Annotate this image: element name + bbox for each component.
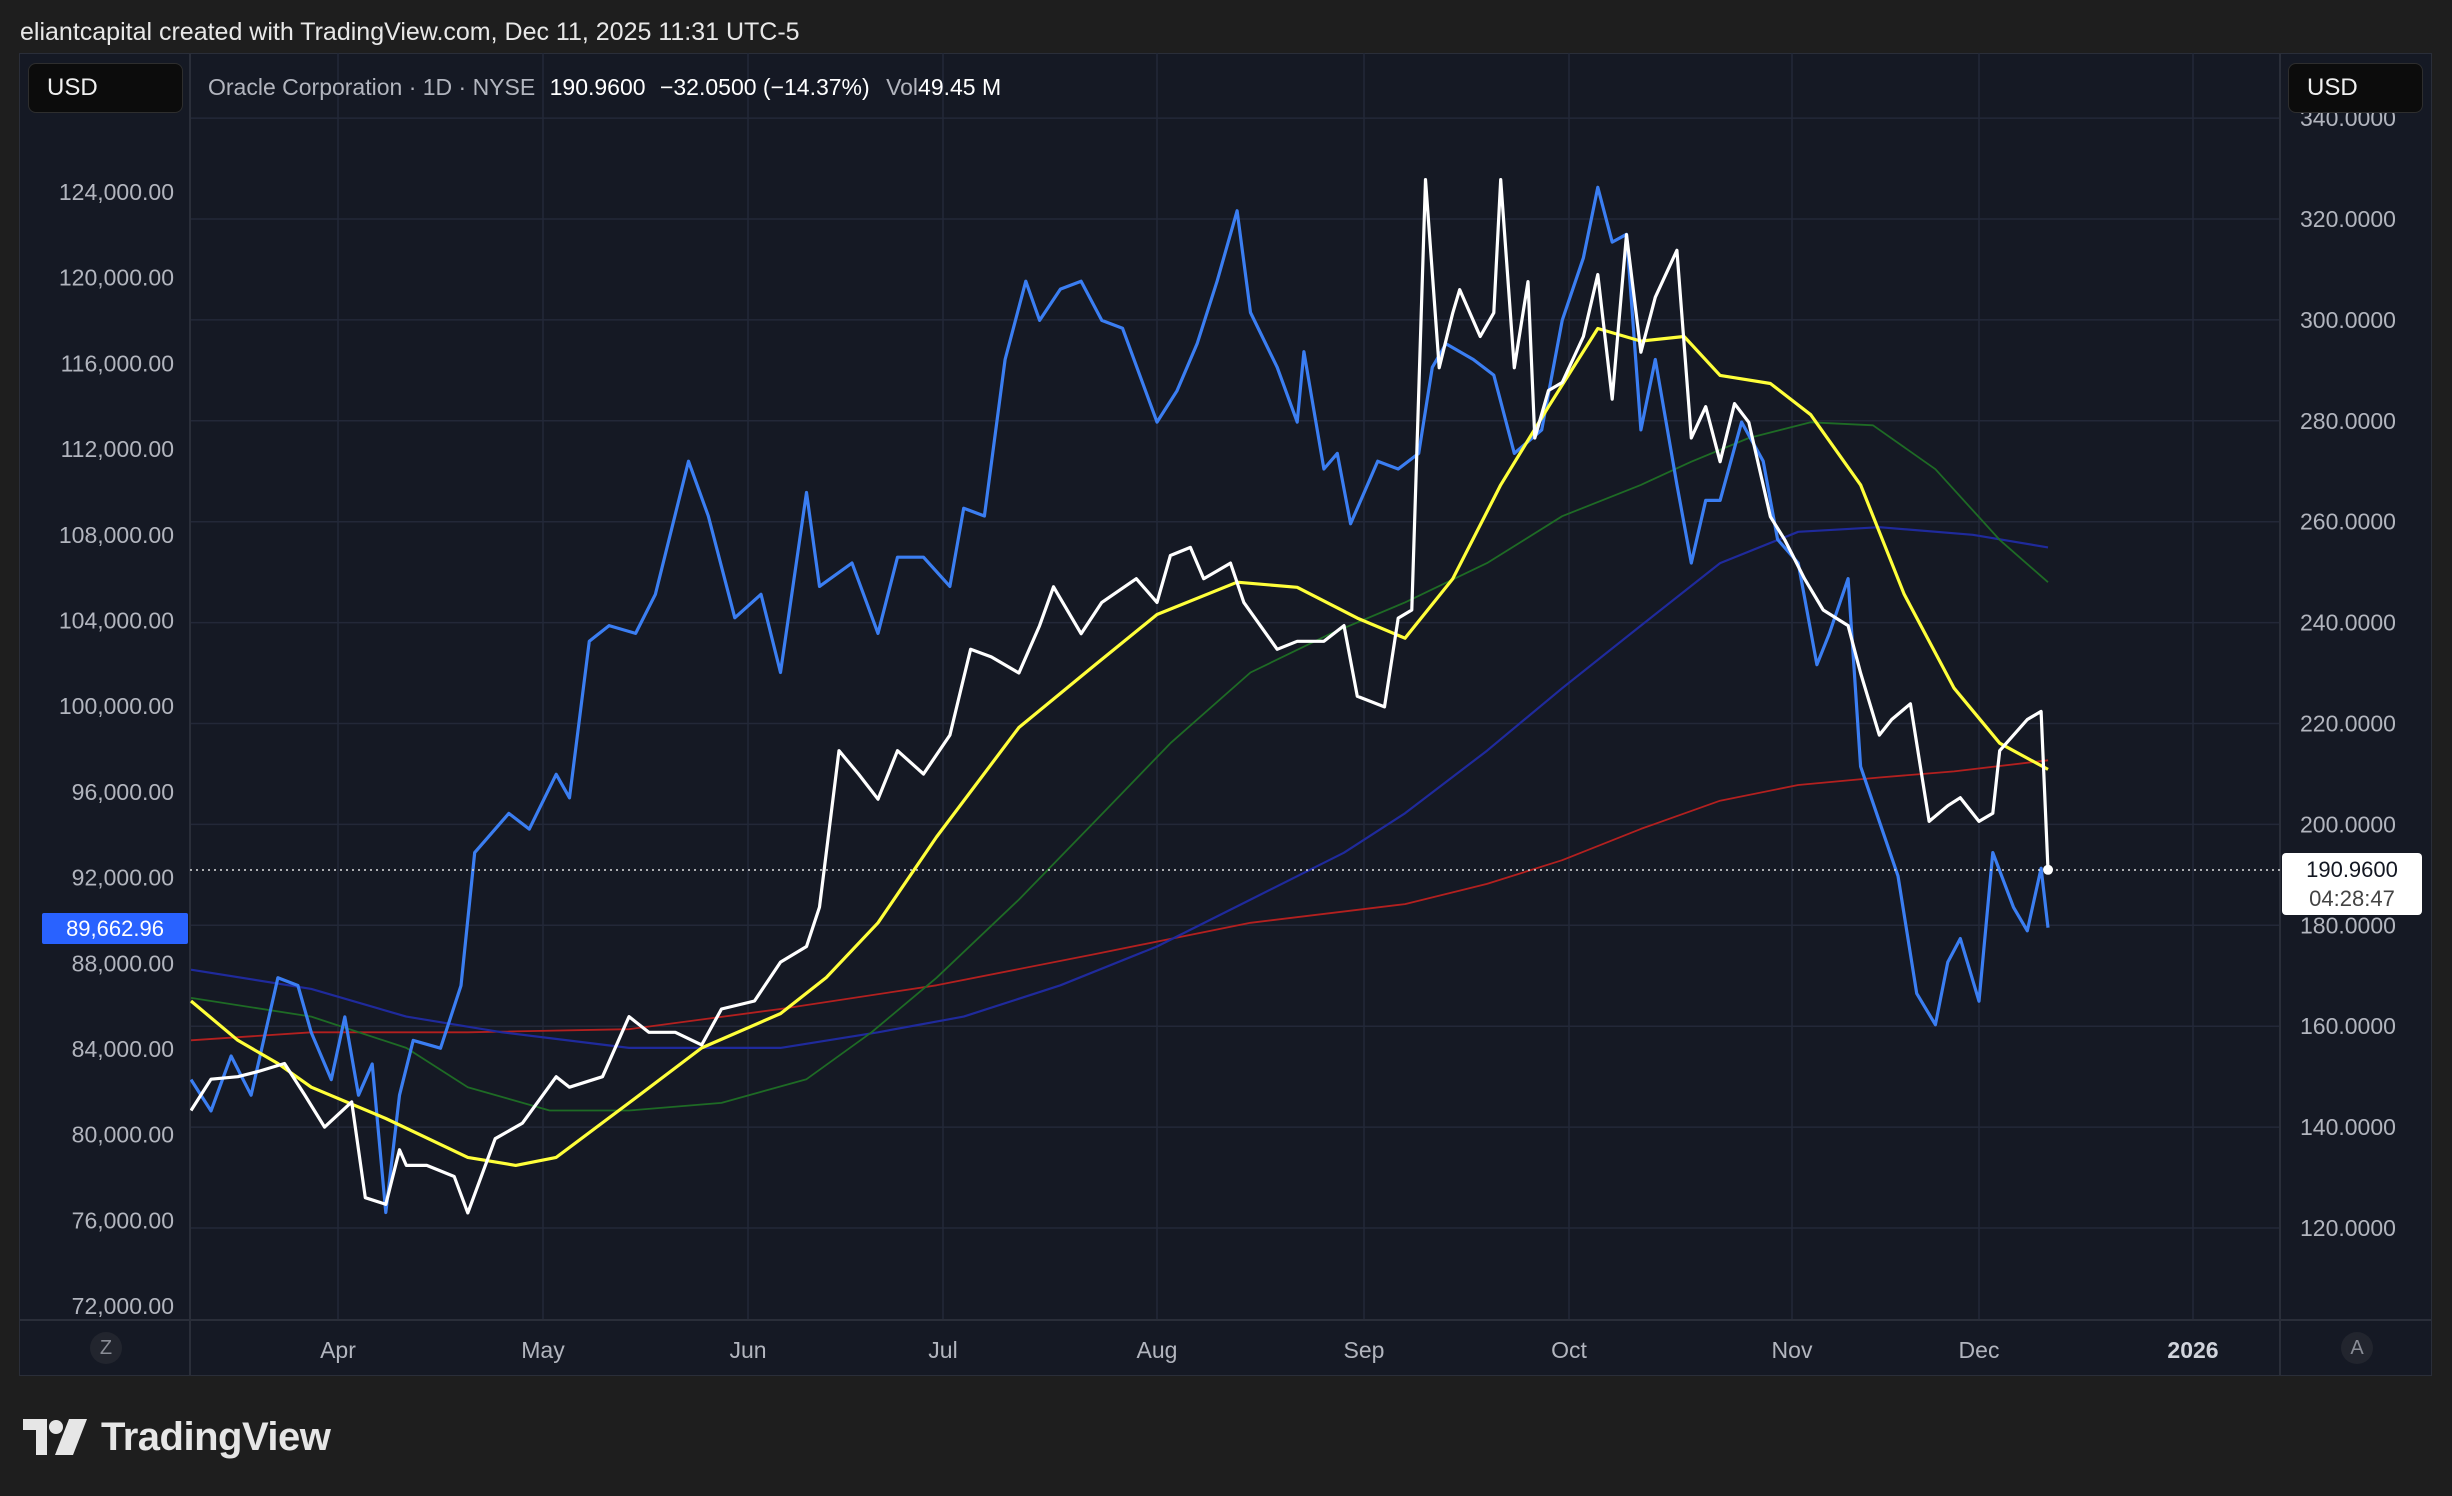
right-axis-tick-label: 180.0000 bbox=[2300, 912, 2396, 938]
right-axis-tick-label: 320.0000 bbox=[2300, 206, 2396, 232]
right-axis-tick-label: 240.0000 bbox=[2300, 610, 2396, 636]
time-axis[interactable]: Apr May Jun Jul Aug Sep Oct Nov Dec 2026 bbox=[320, 1337, 2218, 1363]
navy-ma-line bbox=[190, 526, 2049, 1049]
left-currency-button[interactable]: USD bbox=[28, 63, 183, 113]
blue-series-line bbox=[190, 185, 2050, 1215]
series-group bbox=[190, 178, 2050, 1215]
right-last-value-label: 190.9600 04:28:47 bbox=[2282, 853, 2422, 915]
time-axis-tick-label: May bbox=[521, 1337, 565, 1363]
last-price: 190.9600 bbox=[549, 74, 646, 100]
log-scale-toggle-left[interactable]: Z bbox=[90, 1332, 122, 1364]
right-axis-tick-label: 140.0000 bbox=[2300, 1114, 2396, 1140]
time-axis-tick-label: Aug bbox=[1137, 1337, 1178, 1363]
time-axis-tick-label: Apr bbox=[320, 1337, 356, 1363]
left-axis-tick-label: 100,000.00 bbox=[59, 693, 174, 719]
left-axis-tick-label: 124,000.00 bbox=[59, 179, 174, 205]
right-axis-tick-label: 160.0000 bbox=[2300, 1013, 2396, 1039]
left-axis-tick-label: 112,000.00 bbox=[61, 436, 174, 462]
volume-value: 49.45 M bbox=[918, 74, 1002, 100]
left-axis-tick-label: 92,000.00 bbox=[72, 865, 174, 891]
right-currency-button[interactable]: USD bbox=[2288, 63, 2423, 113]
left-axis-tick-label: 80,000.00 bbox=[72, 1122, 174, 1148]
time-axis-tick-label: Dec bbox=[1959, 1337, 2000, 1363]
left-price-axis[interactable]: 124,000.00 120,000.00 116,000.00 112,000.00… bbox=[59, 179, 174, 1319]
last-price-tag: 190.9600 bbox=[2306, 857, 2398, 882]
right-axis-tick-label: 280.0000 bbox=[2300, 408, 2396, 434]
symbol-legend: Oracle Corporation · 1D · NYSE 190.9600 … bbox=[208, 74, 1001, 101]
time-axis-tick-label: Jul bbox=[928, 1337, 957, 1363]
left-last-value-label: 89,662.96 bbox=[42, 913, 188, 944]
right-axis-tick-label: 120.0000 bbox=[2300, 1215, 2396, 1241]
bar-countdown: 04:28:47 bbox=[2309, 886, 2395, 911]
left-axis-tick-label: 72,000.00 bbox=[72, 1293, 174, 1319]
left-axis-tick-label: 84,000.00 bbox=[72, 1036, 174, 1062]
symbol-name[interactable]: Oracle Corporation · 1D · NYSE bbox=[208, 74, 536, 100]
red-ma-line bbox=[190, 759, 2049, 1042]
time-axis-tick-label: 2026 bbox=[2167, 1337, 2218, 1363]
left-axis-tick-label: 96,000.00 bbox=[72, 779, 174, 805]
last-price-dot bbox=[2043, 864, 2054, 875]
left-axis-tick-label: 108,000.00 bbox=[59, 522, 174, 548]
time-axis-tick-label: Oct bbox=[1551, 1337, 1587, 1363]
volume-label: Vol bbox=[886, 74, 919, 100]
chart-frame bbox=[19, 53, 2432, 1376]
left-axis-tick-label: 76,000.00 bbox=[72, 1207, 174, 1233]
right-price-axis[interactable]: 340.0000320.0000300.0000280.0000260.0000… bbox=[2300, 105, 2396, 1241]
grid bbox=[190, 53, 2280, 1320]
right-axis-tick-label: 200.0000 bbox=[2300, 811, 2396, 837]
left-axis-tick-label: 116,000.00 bbox=[61, 350, 174, 376]
left-axis-tick-label: 104,000.00 bbox=[59, 608, 174, 634]
yellow-ma-line bbox=[190, 326, 2049, 1167]
time-axis-tick-label: Jun bbox=[729, 1337, 766, 1363]
auto-scale-toggle-right[interactable]: A bbox=[2341, 1332, 2373, 1364]
tradingview-wordmark: TradingView bbox=[101, 1414, 331, 1459]
green-ma-line bbox=[190, 421, 2049, 1112]
right-axis-tick-label: 260.0000 bbox=[2300, 509, 2396, 535]
tradingview-logo-icon bbox=[23, 1419, 87, 1455]
right-axis-tick-label: 220.0000 bbox=[2300, 711, 2396, 737]
time-axis-tick-label: Nov bbox=[1772, 1337, 1813, 1363]
time-axis-tick-label: Sep bbox=[1344, 1337, 1385, 1363]
tradingview-logo[interactable]: TradingView bbox=[23, 1412, 331, 1462]
chart-caption: eliantcapital created with TradingView.c… bbox=[20, 18, 800, 46]
right-axis-tick-label: 300.0000 bbox=[2300, 307, 2396, 333]
price-change: −32.0500 (−14.37%) bbox=[659, 74, 870, 100]
oracle-price-line bbox=[190, 178, 2050, 1215]
left-axis-tick-label: 88,000.00 bbox=[72, 950, 174, 976]
left-axis-tick-label: 120,000.00 bbox=[59, 265, 174, 291]
